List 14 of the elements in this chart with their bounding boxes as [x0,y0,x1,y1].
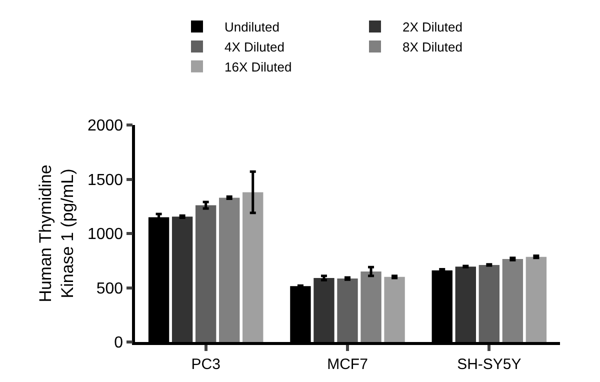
legend-label: 4X Diluted [224,40,284,55]
y-tick-label: 1500 [87,172,124,189]
x-tick-label: MCF7 [327,356,368,373]
x-tick-label: SH-SY5Y [457,356,522,373]
legend-label: 2X Diluted [402,20,462,35]
y-tick-label: 1000 [87,226,124,244]
y-tick-label: 2000 [87,118,124,135]
y-tick-label: 500 [96,280,124,298]
legend-label: 16X Diluted [224,59,292,74]
x-tick-label: PC3 [191,356,220,373]
y-axis-title: Human Thymidine Kinase 1 (pg/mL) [36,164,78,302]
y-tick-label: 0 [114,334,124,352]
legend-label: 8X Diluted [402,40,462,55]
legend-label: Undiluted [224,20,280,35]
